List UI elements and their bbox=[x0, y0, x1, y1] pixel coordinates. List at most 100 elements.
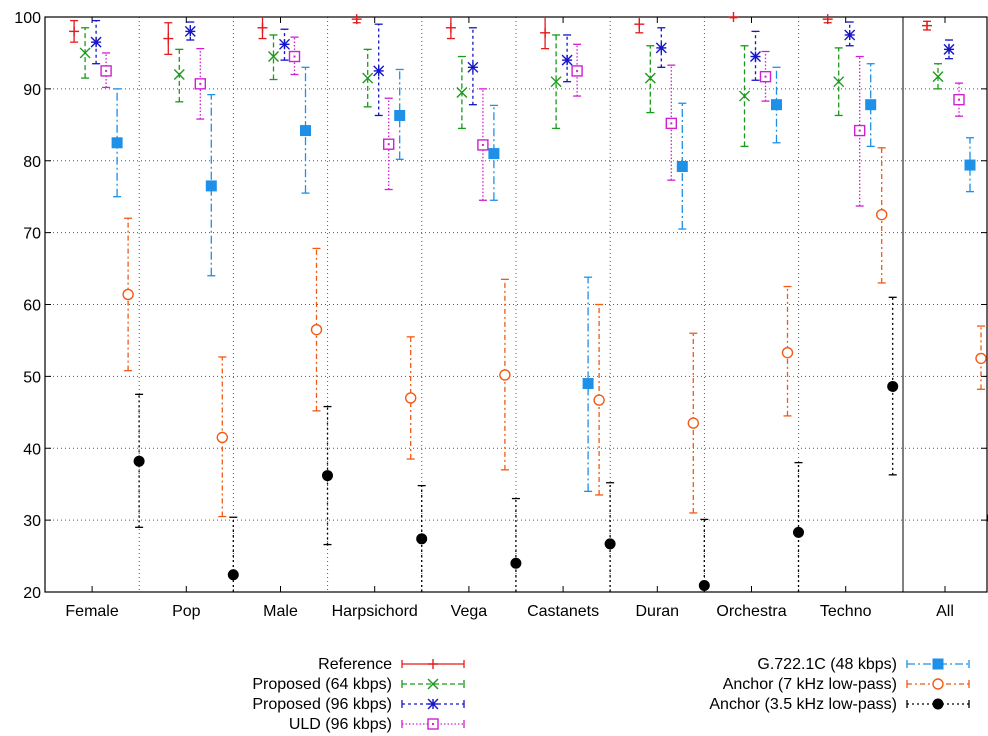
series-5 bbox=[122, 147, 987, 518]
data-point bbox=[405, 392, 417, 404]
y-tick-label: 20 bbox=[23, 585, 41, 602]
data-point bbox=[173, 69, 185, 80]
legend-marker bbox=[427, 698, 439, 710]
y-tick-label: 80 bbox=[23, 154, 41, 171]
legend-label: G.722.1C (48 kbps) bbox=[757, 656, 897, 673]
x-tick-label: Orchestra bbox=[716, 603, 786, 620]
data-point bbox=[133, 455, 145, 467]
data-point bbox=[833, 76, 845, 88]
x-tick-label: All bbox=[936, 603, 954, 620]
data-point bbox=[300, 125, 311, 137]
legend-label: Anchor (3.5 kHz low-pass) bbox=[709, 696, 897, 713]
data-point bbox=[593, 394, 605, 406]
legend-marker bbox=[932, 698, 944, 710]
data-point bbox=[227, 569, 239, 581]
data-point bbox=[362, 72, 374, 84]
series-4 bbox=[111, 63, 976, 493]
data-point bbox=[416, 533, 428, 545]
x-tick-label: Vega bbox=[451, 603, 488, 620]
y-tick-label: 100 bbox=[14, 10, 41, 27]
legend-label: ULD (96 kbps) bbox=[289, 716, 392, 733]
x-tick-label: Pop bbox=[172, 603, 201, 620]
series-6 bbox=[133, 296, 988, 592]
y-tick-label: 40 bbox=[23, 441, 41, 458]
y-tick-label: 30 bbox=[23, 513, 41, 530]
data-point bbox=[510, 557, 522, 569]
data-point bbox=[865, 99, 877, 111]
data-point bbox=[184, 25, 196, 37]
data-point bbox=[322, 470, 333, 482]
data-point bbox=[279, 38, 290, 50]
legend-label: Anchor (7 kHz low-pass) bbox=[723, 676, 897, 693]
legend-label: Proposed (96 kbps) bbox=[252, 696, 392, 713]
data-point bbox=[698, 580, 710, 592]
x-tick-label: Castanets bbox=[527, 603, 599, 620]
data-point bbox=[488, 148, 500, 160]
data-point bbox=[876, 208, 888, 221]
data-point bbox=[887, 380, 899, 392]
data-point bbox=[739, 90, 750, 102]
data-point bbox=[394, 109, 406, 121]
data-point bbox=[582, 378, 594, 390]
legend-label: Reference bbox=[318, 656, 392, 673]
data-point bbox=[387, 143, 390, 146]
data-point bbox=[481, 143, 484, 146]
y-tick-label: 50 bbox=[23, 369, 41, 386]
data-point bbox=[576, 69, 579, 72]
data-point bbox=[655, 42, 667, 54]
x-tick-label: Female bbox=[65, 603, 118, 620]
data-point bbox=[932, 71, 944, 83]
legend-label: Proposed (64 kbps) bbox=[252, 676, 392, 693]
data-point bbox=[499, 369, 511, 381]
series-3 bbox=[100, 36, 965, 207]
data-point bbox=[781, 346, 794, 359]
legend-layer: Reference Proposed (64 kbps) Proposed (96 … bbox=[252, 656, 970, 733]
data-point bbox=[216, 431, 229, 444]
data-point bbox=[467, 61, 479, 73]
data-point bbox=[373, 65, 385, 77]
x-tick-label: Male bbox=[263, 603, 298, 620]
data-point bbox=[676, 161, 688, 172]
legend-marker bbox=[427, 678, 439, 690]
x-tick-label: Techno bbox=[820, 603, 872, 620]
data-point bbox=[122, 288, 134, 301]
series-0 bbox=[69, 12, 932, 56]
series-2 bbox=[90, 19, 955, 117]
data-point bbox=[687, 417, 699, 429]
data-point bbox=[771, 99, 782, 111]
legend-marker bbox=[932, 658, 944, 670]
data-point bbox=[750, 51, 761, 63]
data-point bbox=[670, 122, 673, 125]
data-point bbox=[105, 69, 108, 72]
axis-layer: 20 30 40 50 60 70 80 90 100 Female Pop Male Harpsich… bbox=[14, 10, 988, 620]
data-point bbox=[958, 98, 960, 101]
data-point bbox=[456, 86, 468, 98]
legend-marker bbox=[932, 678, 944, 690]
y-tick-label: 60 bbox=[23, 298, 41, 315]
data-point bbox=[550, 76, 562, 88]
data-point bbox=[293, 55, 296, 58]
data-point bbox=[793, 526, 804, 538]
y-tick-label: 70 bbox=[23, 226, 41, 243]
legend-marker bbox=[432, 723, 434, 725]
x-tick-label: Duran bbox=[636, 603, 680, 620]
x-tick-label: Harpsichord bbox=[332, 603, 418, 620]
data-point bbox=[561, 54, 573, 66]
data-point bbox=[644, 72, 656, 84]
data-point bbox=[90, 36, 102, 48]
data-point bbox=[975, 352, 987, 365]
data-point bbox=[604, 538, 616, 550]
data-point bbox=[764, 75, 767, 78]
data-point bbox=[199, 82, 202, 85]
data-point bbox=[268, 51, 279, 63]
data-point bbox=[111, 137, 123, 149]
series-1 bbox=[79, 27, 944, 148]
data-point bbox=[844, 29, 856, 41]
data-point bbox=[310, 323, 323, 336]
y-tick-label: 90 bbox=[23, 82, 41, 99]
data-point bbox=[943, 43, 955, 55]
data-point bbox=[964, 159, 976, 171]
series-layer bbox=[69, 12, 988, 592]
data-point bbox=[79, 47, 91, 59]
